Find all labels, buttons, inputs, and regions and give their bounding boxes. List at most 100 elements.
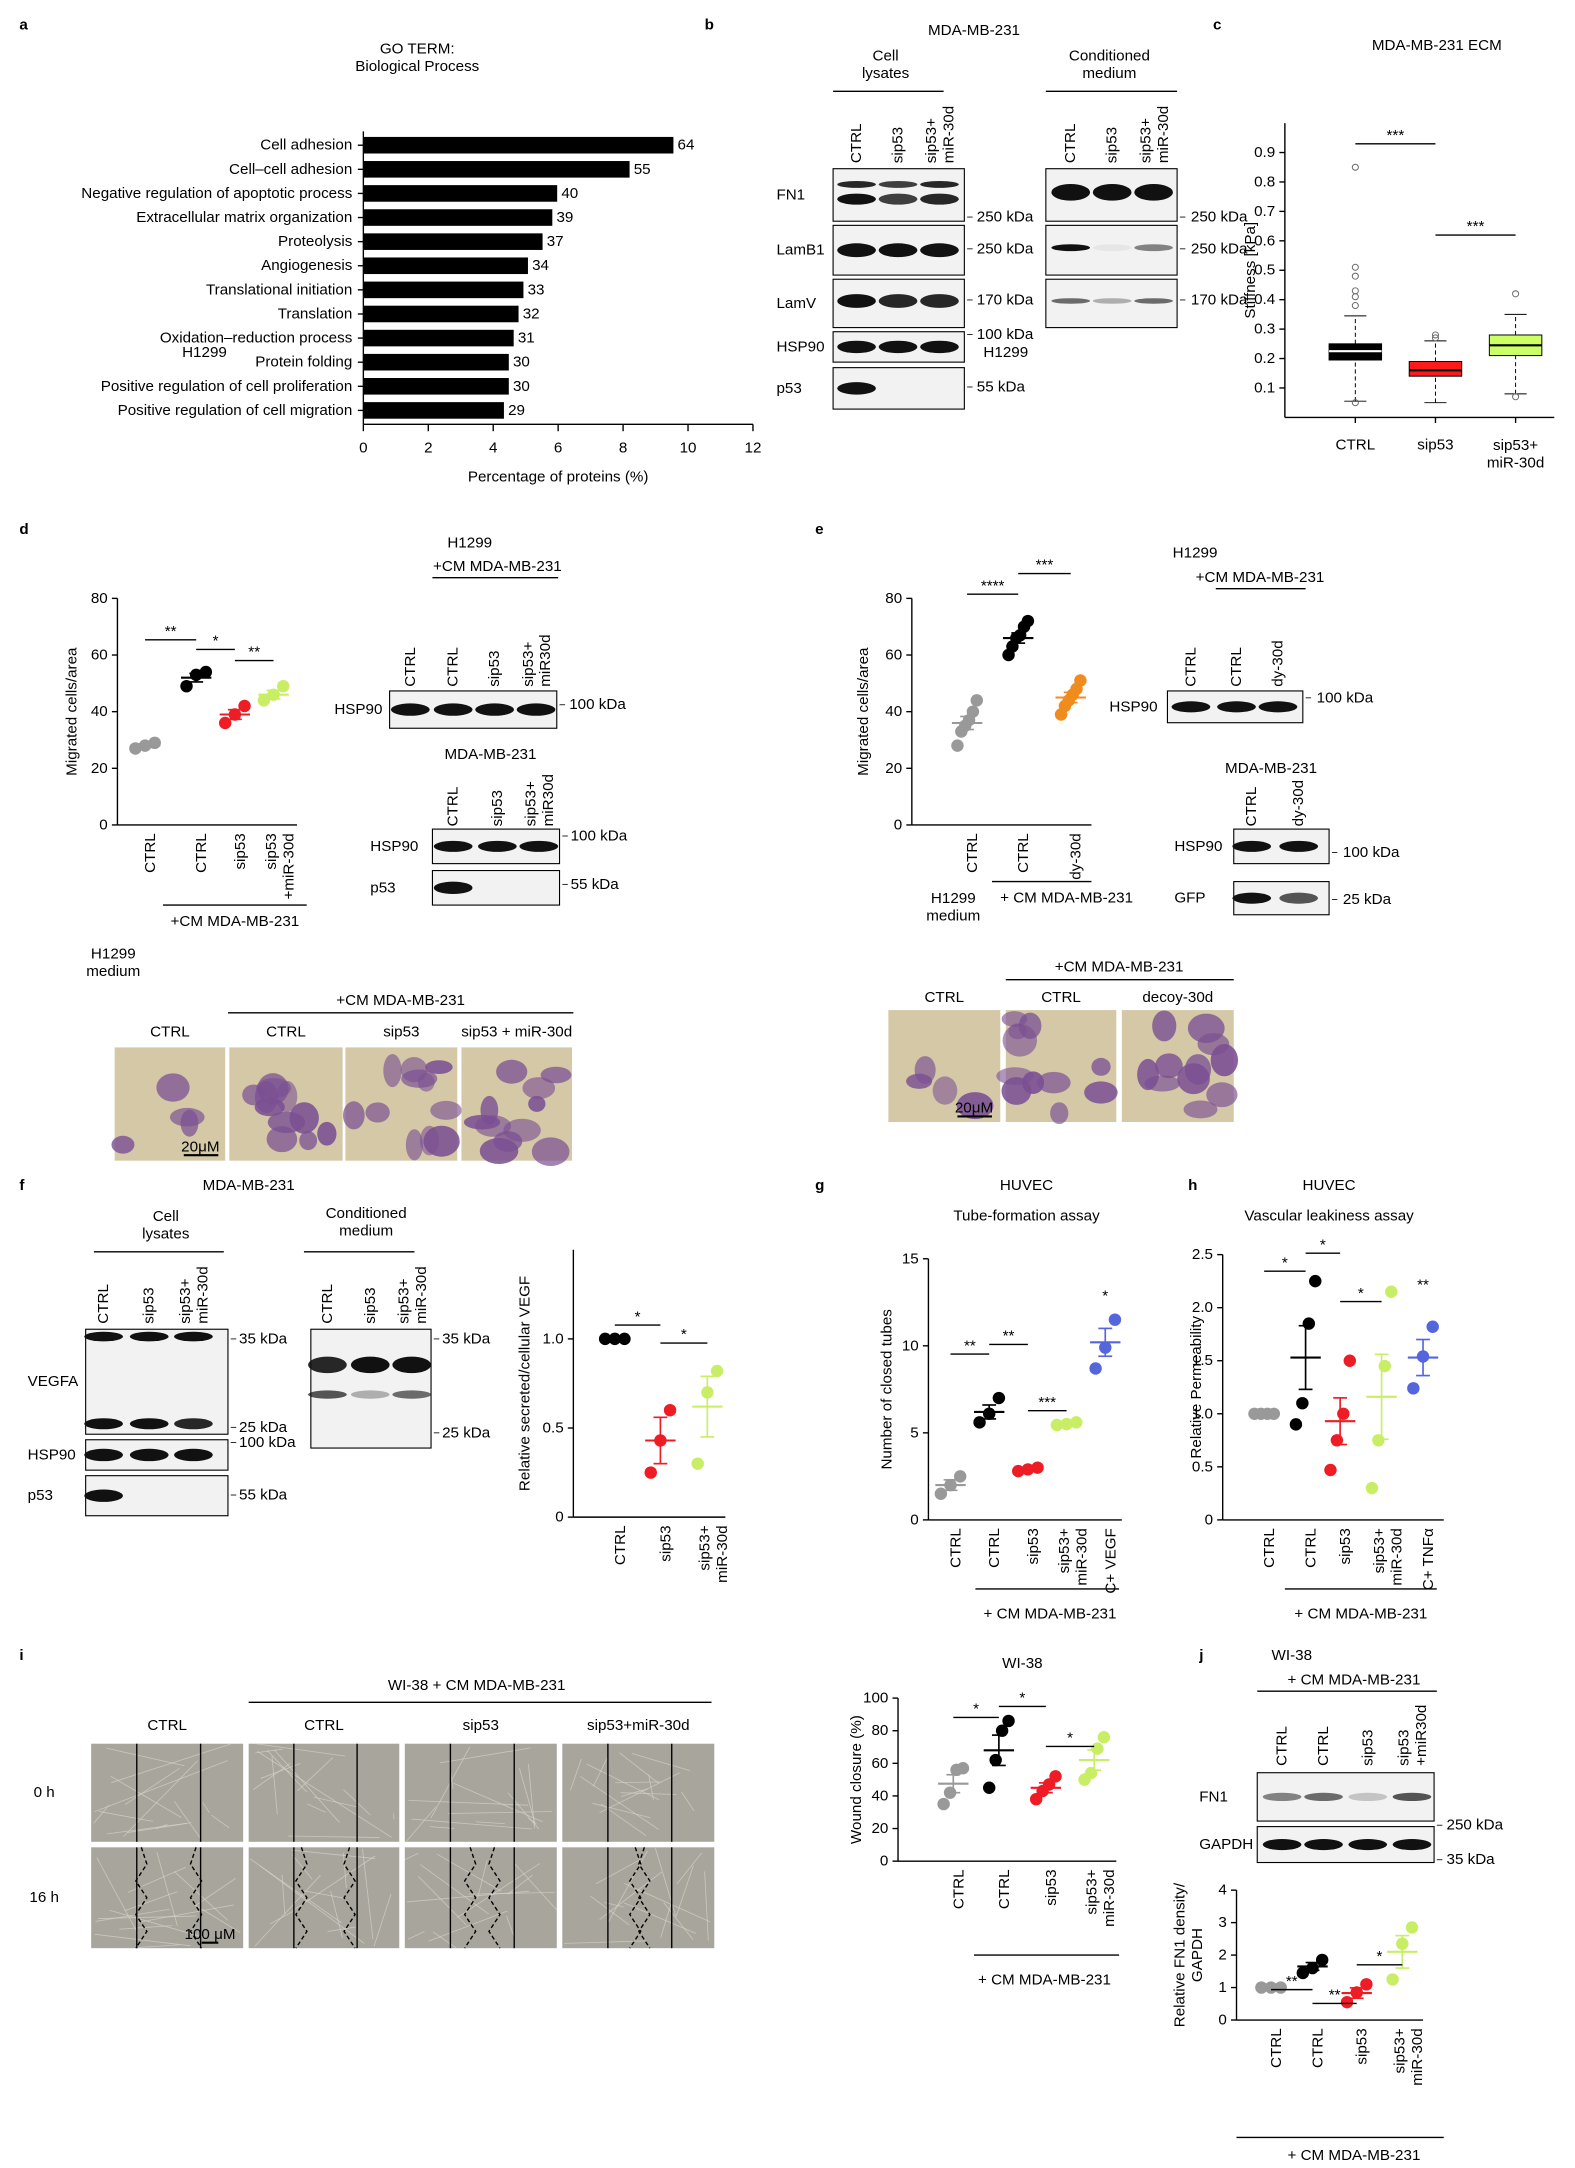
outlier [1351,293,1359,301]
cell [242,1084,266,1106]
micrograph-header: WI-38 + CM MDA-MB-231 [388,1677,566,1694]
count-label: 32 [523,305,540,322]
cell [479,1137,519,1165]
micrograph [248,1847,400,1949]
kda-marker: 55 kDa [571,876,620,893]
outlier [1351,163,1359,171]
blot-band [837,243,876,258]
data-point [1385,1285,1398,1298]
texture [477,1860,488,1899]
blot-band [433,881,473,895]
cell [540,1066,572,1084]
micrograph-label: CTRL [147,1717,187,1734]
blot-band [878,180,918,188]
blot-band [1304,1792,1343,1802]
cell [405,1129,423,1161]
blot-band [475,703,514,716]
category-label: Positive regulation of cell migration [118,402,353,419]
data-point [180,679,193,693]
blot-row-label: FN1 [1199,1788,1228,1805]
blot-row-label: GFP [1174,890,1205,907]
count-label: 34 [532,257,549,274]
texture [109,1909,204,1938]
cell [1084,1081,1118,1104]
blot-band [392,1390,432,1399]
chart-title: H1299 [983,344,1028,361]
blot-row-label: HSP90 [1109,698,1157,715]
data-point [934,1487,948,1500]
wound-front [189,1847,203,1949]
lane-label: CTRL [319,1284,336,1324]
texture [436,1853,502,1892]
y-tick-label: 0 [880,1853,888,1870]
texture [107,1822,192,1835]
micrograph [248,1743,400,1842]
text-line: miR-30d [940,106,957,163]
texture [94,1760,228,1813]
count-label: 64 [678,137,695,154]
count-label: 30 [513,378,530,395]
x-tick-label: 6 [554,439,562,456]
texture [294,1855,376,1910]
data-point [1309,1274,1322,1288]
text-line: sip53+ [696,1525,713,1570]
blot-band [1051,298,1091,304]
category-label: Positive regulation of cell proliferatio… [101,378,353,395]
texture [259,1865,365,1944]
data-point [1407,1382,1420,1395]
blot-band [837,382,876,395]
data-point [710,1364,724,1378]
significance-label: * [973,1701,979,1718]
text-line: miR-30d [194,1266,211,1323]
scale-label: 100 μM [185,1926,236,1943]
texture [681,1791,695,1812]
cell [475,1115,512,1137]
text-line: Cell [873,47,899,64]
lane-label: sip53+miR30d [519,634,553,686]
texture [327,1926,356,1932]
texture [330,1890,343,1938]
texture [174,1801,201,1838]
y-axis-label: Migrated cells/area [855,647,872,776]
data-point [982,1781,996,1794]
cell [342,1101,365,1130]
y-tick-label: 2 [1218,1947,1226,1964]
significance-label: ** [1003,1328,1015,1345]
y-tick-label: 80 [91,590,108,607]
texture [110,1775,182,1818]
cell [299,1131,318,1151]
panel-letter: b [705,17,714,34]
cell [267,1111,306,1134]
text-line: miR-30d [1487,454,1544,471]
y-tick-label: 0.6 [1254,232,1275,249]
data-point [691,1457,704,1470]
box [1408,360,1463,377]
micrograph [404,1847,557,1949]
chart-title: MDA-MB-231 ECM [1372,37,1502,54]
y-tick-label: 60 [871,1755,888,1772]
blot-band [84,1489,123,1502]
cell [254,1097,285,1117]
texture [506,1915,515,1938]
significance-label: * [635,1308,641,1325]
y-axis-label: Migrated cells/area [63,647,80,776]
blot-band [129,1418,169,1430]
texture [93,1804,110,1824]
micrograph-header: +CM MDA-MB-231 [336,992,465,1009]
kda-marker: 250 kDa [1447,1817,1504,1834]
y-tick-label: 80 [885,590,902,607]
data-point [1426,1320,1439,1333]
lane-label: sip53 [489,790,506,826]
y-axis-label: Number of closed tubes [878,1309,895,1470]
data-point [1289,1418,1303,1431]
text-line: Relative FN1 density/ [1171,1882,1188,2027]
x-axis-label: Percentage of proteins (%) [468,468,649,485]
kda-marker: 250 kDa [1191,240,1248,257]
y-tick-label: 0.4 [1254,291,1275,308]
cell [401,1069,438,1088]
scale-label: 20μM [955,1100,993,1117]
significance-label: *** [1467,218,1485,235]
blot-band [308,1390,347,1399]
group-label: H1299 medium [926,890,980,924]
texture [514,1863,557,1910]
